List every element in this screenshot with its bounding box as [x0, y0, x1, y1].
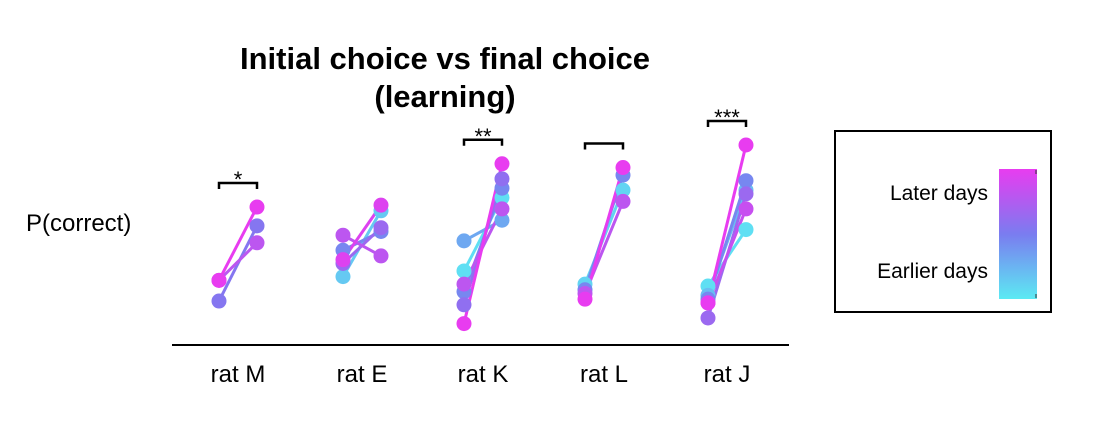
chart-title-line-1: Initial choice vs final choice [239, 41, 651, 76]
initial-choice-point [335, 269, 351, 285]
final-choice-point [373, 220, 389, 236]
significance-bracket [583, 142, 625, 150]
final-choice-point [615, 182, 631, 198]
initial-choice-point [456, 316, 472, 332]
session-line [706, 144, 748, 304]
final-choice-point [249, 199, 265, 215]
significance-marker: ** [474, 124, 492, 149]
x-tick-label: rat K [458, 361, 509, 388]
final-choice-point [373, 248, 389, 264]
initial-choice-point [335, 252, 351, 268]
final-choice-point [738, 222, 754, 238]
significance-marker: * [234, 167, 243, 192]
legend-earlier-days-label: Earlier days [877, 260, 988, 283]
final-choice-point [494, 171, 510, 187]
initial-choice-point [700, 310, 716, 326]
final-choice-point [494, 201, 510, 217]
significance-bracket [217, 181, 259, 190]
final-choice-point [738, 186, 754, 202]
initial-choice-point [456, 297, 472, 313]
initial-choice-point [456, 276, 472, 292]
final-choice-point [615, 160, 631, 176]
x-tick-label: rat E [337, 361, 388, 388]
initial-choice-point [335, 227, 351, 243]
initial-choice-point [211, 272, 227, 288]
chart-title-line-2: (learning) [374, 79, 516, 114]
final-choice-point [494, 156, 510, 172]
final-choice-point [249, 235, 265, 251]
final-choice-point [615, 193, 631, 209]
session-line [217, 206, 259, 282]
initial-choice-point [456, 263, 472, 279]
color-legend: Later days Earlier days [834, 130, 1052, 313]
significance-marker: *** [714, 105, 740, 130]
legend-color-bar [999, 169, 1037, 299]
significance-bracket [706, 119, 748, 127]
session-line [217, 241, 259, 282]
final-choice-point [738, 173, 754, 189]
final-choice-point [494, 212, 510, 228]
initial-choice-point [577, 291, 593, 307]
initial-choice-point [456, 233, 472, 249]
x-tick-label: rat L [580, 361, 628, 388]
initial-choice-point [211, 293, 227, 309]
legend-later-days-label: Later days [889, 182, 988, 205]
y-axis-label: P(correct) [26, 210, 132, 237]
significance-bracket [462, 138, 504, 146]
x-tick-label: rat M [211, 361, 266, 388]
initial-choice-point [700, 295, 716, 311]
x-tick-label: rat J [704, 361, 751, 388]
chart-title: Initial choice vs final choice (learning… [200, 40, 690, 116]
final-choice-point [373, 197, 389, 213]
final-choice-point [738, 201, 754, 217]
final-choice-point [738, 137, 754, 153]
final-choice-point [249, 218, 265, 234]
